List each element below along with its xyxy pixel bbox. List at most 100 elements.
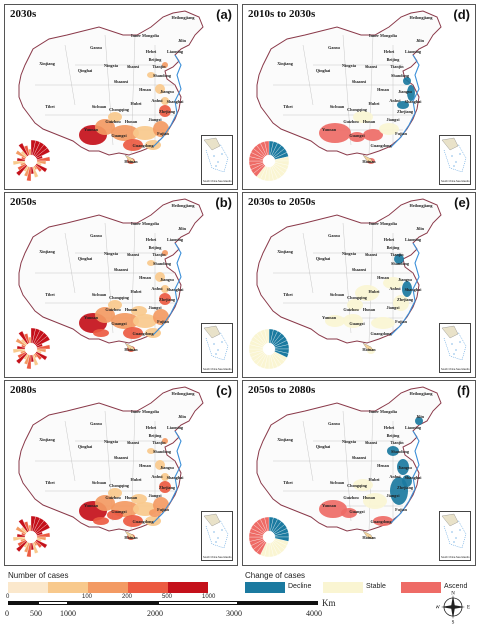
province-label: Guangxi: [111, 509, 127, 514]
region-fill: [155, 84, 165, 94]
map-panel-1: Heilongjiang Jilin Inner Mongolia Xinjiang G…: [242, 4, 476, 190]
inset-label: South China Sea Islands: [441, 180, 470, 183]
map-panel-2: Heilongjiang Jilin Inner Mongolia Xinjiang G…: [4, 192, 238, 378]
province-label: Tibet: [283, 292, 293, 297]
change-label-0: Decline: [288, 583, 312, 590]
province-label: Shanxi: [365, 252, 378, 257]
inset-label: South China Sea Islands: [441, 368, 470, 371]
region-fill: [111, 313, 139, 329]
province-label: Tibet: [283, 480, 293, 485]
cases-tick-4: 1000: [202, 594, 216, 600]
province-label: Shanxi: [127, 64, 140, 69]
province-label: Jiangxi: [386, 493, 400, 498]
province-label: Guangdong: [133, 331, 155, 336]
province-label: Qinghai: [78, 68, 93, 73]
province-label: Yunnan: [84, 315, 99, 320]
panel-letter: (d): [453, 7, 470, 22]
region-fill: [355, 285, 379, 301]
region-fill: [153, 497, 169, 513]
province-label: Shanxi: [365, 440, 378, 445]
region-fill: [149, 509, 161, 517]
panel-title: 2050s to 2080s: [248, 384, 316, 396]
province-label: Guizhou: [105, 119, 121, 124]
province-label: Fujian: [395, 319, 408, 324]
province-label: Anhui: [389, 474, 401, 479]
province-label: Hebei: [146, 49, 157, 54]
province-label: Heilongjiang: [171, 15, 195, 20]
south-china-sea-inset: South China Sea Islands: [201, 323, 233, 373]
province-label: Xinjiang: [39, 437, 55, 442]
inset-label: South China Sea Islands: [441, 556, 470, 559]
province-label: Ningxia: [342, 251, 357, 256]
province-label: Gansu: [90, 421, 102, 426]
province-label: Hebei: [146, 425, 157, 430]
province-label: Hainan: [124, 535, 138, 540]
region-fill: [108, 300, 122, 310]
province-label: Inner Mongolia: [131, 33, 160, 38]
province-label: Hebei: [146, 237, 157, 242]
region-fill: [162, 250, 168, 256]
province-label: Zhejiang: [159, 109, 176, 114]
province-label: Hubei: [131, 477, 143, 482]
province-label: Tianjin: [152, 440, 166, 445]
region-fill: [131, 306, 147, 316]
province-label: Jiangsu: [160, 465, 174, 470]
province-label: Shandong: [391, 261, 410, 266]
south-china-sea-inset: South China Sea Islands: [201, 511, 233, 561]
region-fill: [161, 473, 169, 481]
change-swatch-1: [323, 582, 363, 593]
province-label: Guangxi: [349, 509, 365, 514]
province-label: Qinghai: [78, 256, 93, 261]
province-label: Hubei: [369, 101, 381, 106]
region-fill: [383, 277, 403, 289]
panel-title: 2050s: [10, 196, 37, 208]
province-label: Shanghai: [167, 99, 185, 104]
province-label: Yunnan: [322, 315, 337, 320]
province-label: Heilongjiang: [409, 15, 433, 20]
change-swatch-0: [245, 582, 285, 593]
province-label: Shaanxi: [352, 267, 367, 272]
region-fill: [95, 307, 115, 323]
province-label: Anhui: [151, 98, 163, 103]
province-label: Anhui: [389, 98, 401, 103]
province-label: Sichuan: [92, 292, 107, 297]
province-label: Heilongjiang: [171, 391, 195, 396]
province-label: Zhejiang: [159, 485, 176, 490]
region-fill: [319, 500, 347, 518]
radial-chart: [12, 515, 51, 558]
panel-letter: (f): [457, 383, 470, 398]
scale-bar: [8, 601, 328, 613]
province-label: Anhui: [151, 286, 163, 291]
province-label: Jiangxi: [148, 117, 162, 122]
region-fill: [133, 314, 157, 328]
province-label: Anhui: [151, 474, 163, 479]
region-fill: [379, 123, 399, 135]
panel-title: 2080s: [10, 384, 37, 396]
province-label: Beijing: [387, 57, 401, 62]
province-label: Sichuan: [330, 292, 345, 297]
province-label: Qinghai: [78, 444, 93, 449]
province-label: Qinghai: [316, 444, 331, 449]
province-label: Shanghai: [405, 99, 423, 104]
inset-label: South China Sea Islands: [203, 556, 232, 559]
region-fill: [155, 460, 165, 470]
panel-letter: (c): [216, 383, 232, 398]
province-label: Liaoning: [405, 425, 422, 430]
province-label: Guizhou: [343, 119, 359, 124]
province-label: Xinjiang: [277, 249, 293, 254]
china-map: Heilongjiang Jilin Inner Mongolia Xinjiang G…: [256, 386, 442, 540]
region-fill: [394, 254, 404, 264]
province-label: Hubei: [369, 289, 381, 294]
china-map: Heilongjiang Jilin Inner Mongolia Xinjiang G…: [256, 10, 442, 164]
radial-chart: [248, 328, 290, 370]
province-label: Sichuan: [330, 104, 345, 109]
province-label: Zhejiang: [397, 485, 414, 490]
province-label: Shanxi: [127, 440, 140, 445]
region-fill: [402, 281, 412, 297]
region-fill: [162, 62, 168, 68]
region-fill: [153, 121, 169, 137]
province-label: Inner Mongolia: [369, 221, 398, 226]
province-label: Liaoning: [167, 237, 184, 242]
province-label: Beijing: [149, 245, 163, 250]
radial-chart: [248, 516, 290, 558]
